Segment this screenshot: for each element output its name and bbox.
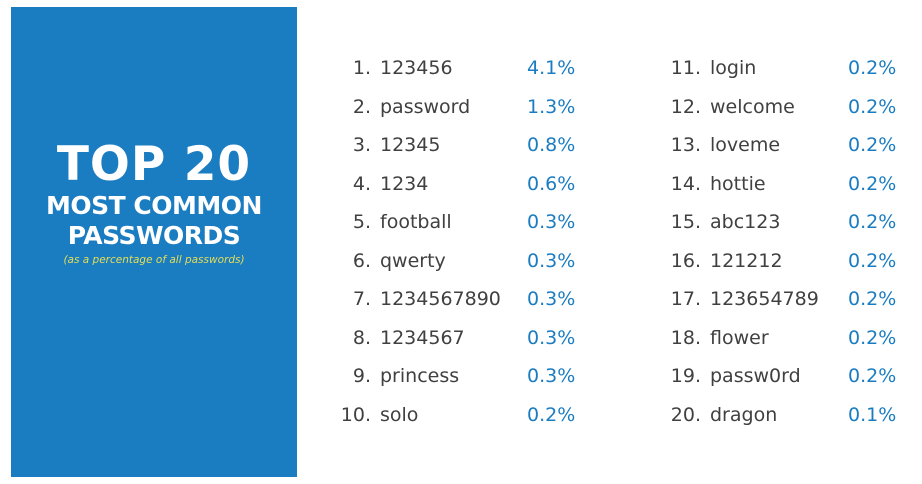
percentage-value: 4.1% xyxy=(527,57,576,79)
password-text: 121212 xyxy=(710,249,783,272)
rank-number: 4. xyxy=(352,172,371,195)
password-text: football xyxy=(380,211,452,233)
percentage-value: 0.2% xyxy=(848,365,897,387)
percentage-value: 0.2% xyxy=(848,211,897,233)
title-panel: TOP 20 MOST COMMON PASSWORDS (as a perce… xyxy=(11,7,297,477)
rank-number: 14. xyxy=(670,172,701,195)
password-text: abc123 xyxy=(710,211,781,233)
password-text: 1234567 xyxy=(380,326,465,349)
percentage-value: 0.2% xyxy=(848,288,897,310)
percentage-value: 0.2% xyxy=(848,172,897,195)
percentage-value: 0.2% xyxy=(848,249,897,272)
percentage-value: 1.3% xyxy=(527,95,576,118)
title-main: TOP 20 xyxy=(56,137,252,192)
list-item: 10. solo 0.2% xyxy=(334,396,584,435)
list-item: 17. 123654789 0.2% xyxy=(664,280,904,319)
rank-number: 19. xyxy=(670,365,701,387)
list-item: 20. dragon 0.1% xyxy=(664,396,904,435)
rank-number: 5. xyxy=(352,211,371,233)
rank-number: 8. xyxy=(352,326,371,349)
rank-number: 6. xyxy=(352,249,371,272)
list-item: 13. loveme 0.2% xyxy=(664,126,904,165)
password-text: flower xyxy=(710,326,769,349)
password-text: hottie xyxy=(710,172,766,195)
list-item: 4. 1234 0.6% xyxy=(334,165,584,204)
rank-number: 20. xyxy=(670,403,701,426)
list-item: 3. 12345 0.8% xyxy=(334,126,584,165)
rank-number: 9. xyxy=(352,365,371,387)
title-block: TOP 20 MOST COMMON PASSWORDS (as a perce… xyxy=(11,139,297,267)
list-item: 1. 123456 4.1% xyxy=(334,49,584,88)
list-item: 6. qwerty 0.3% xyxy=(334,242,584,281)
percentage-value: 0.3% xyxy=(527,288,576,310)
password-text: password xyxy=(380,95,471,118)
percentage-value: 0.3% xyxy=(527,326,576,349)
rank-number: 13. xyxy=(670,134,701,156)
list-item: 12. welcome 0.2% xyxy=(664,88,904,127)
list-item: 16. 121212 0.2% xyxy=(664,242,904,281)
list-item: 5. football 0.3% xyxy=(334,203,584,242)
list-item: 11. login 0.2% xyxy=(664,49,904,88)
rank-number: 16. xyxy=(670,249,701,272)
list-item: 14. hottie 0.2% xyxy=(664,165,904,204)
password-text: 123456 xyxy=(380,57,453,79)
rank-number: 12. xyxy=(670,95,701,118)
rank-number: 10. xyxy=(340,403,371,426)
title-note: (as a percentage of all passwords) xyxy=(63,254,245,266)
password-text: solo xyxy=(380,403,419,426)
list-item: 9. princess 0.3% xyxy=(334,357,584,396)
list-item: 19. passw0rd 0.2% xyxy=(664,357,904,396)
percentage-value: 0.3% xyxy=(527,211,576,233)
list-item: 15. abc123 0.2% xyxy=(664,203,904,242)
password-text: welcome xyxy=(710,95,795,118)
percentage-value: 0.6% xyxy=(527,172,576,195)
list-item: 2. password 1.3% xyxy=(334,88,584,127)
password-list-left: 1. 123456 4.1% 2. password 1.3% 3. 12345 0.8% 4. 1… xyxy=(334,49,584,434)
rank-number: 18. xyxy=(670,326,701,349)
rank-number: 1. xyxy=(352,57,371,79)
password-text: login xyxy=(710,57,757,79)
percentage-value: 0.2% xyxy=(848,95,897,118)
password-text: loveme xyxy=(710,134,781,156)
list-item: 7. 1234567890 0.3% xyxy=(334,280,584,319)
percentage-value: 0.2% xyxy=(527,403,576,426)
percentage-value: 0.2% xyxy=(848,326,897,349)
password-text: 1234567890 xyxy=(380,288,501,310)
list-item: 8. 1234567 0.3% xyxy=(334,319,584,358)
title-line-2: MOST COMMON xyxy=(46,191,262,220)
title-line-3: PASSWORDS xyxy=(67,221,241,250)
password-text: passw0rd xyxy=(710,365,801,387)
password-text: 12345 xyxy=(380,134,441,156)
percentage-value: 0.2% xyxy=(848,57,897,79)
percentage-value: 0.3% xyxy=(527,365,576,387)
password-list-right: 11. login 0.2% 12. welcome 0.2% 13. loveme 0.2% 1… xyxy=(664,49,904,434)
percentage-value: 0.8% xyxy=(527,134,576,156)
rank-number: 15. xyxy=(670,211,701,233)
percentage-value: 0.2% xyxy=(848,134,897,156)
password-text: dragon xyxy=(710,403,778,426)
rank-number: 11. xyxy=(670,57,701,79)
rank-number: 2. xyxy=(352,95,371,118)
password-text: princess xyxy=(380,365,460,387)
rank-number: 3. xyxy=(352,134,371,156)
list-item: 18. flower 0.2% xyxy=(664,319,904,358)
password-text: qwerty xyxy=(380,249,446,272)
percentage-value: 0.3% xyxy=(527,249,576,272)
rank-number: 7. xyxy=(352,288,371,310)
percentage-value: 0.1% xyxy=(848,403,897,426)
rank-number: 17. xyxy=(670,288,701,310)
password-text: 1234 xyxy=(380,172,429,195)
password-text: 123654789 xyxy=(710,288,819,310)
